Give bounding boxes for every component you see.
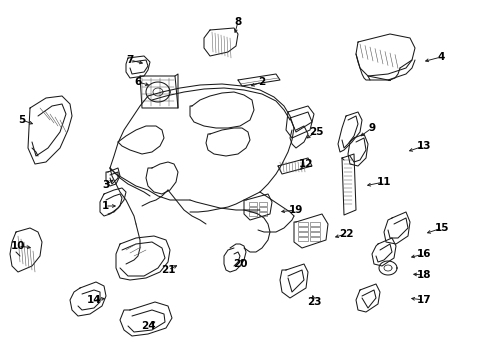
Text: 17: 17: [416, 295, 430, 305]
Text: 5: 5: [19, 115, 25, 125]
Bar: [248, 207, 257, 211]
Text: 21: 21: [161, 265, 175, 275]
Text: 4: 4: [436, 52, 444, 62]
Text: 19: 19: [288, 205, 303, 215]
Bar: [259, 202, 266, 206]
Bar: [248, 212, 257, 216]
Bar: [259, 207, 266, 211]
Text: 22: 22: [338, 229, 352, 239]
Bar: [297, 227, 307, 231]
Text: 1: 1: [101, 201, 108, 211]
Bar: [297, 232, 307, 236]
Text: 3: 3: [102, 180, 109, 190]
Bar: [248, 202, 257, 206]
Text: 6: 6: [134, 77, 142, 87]
Text: 23: 23: [306, 297, 321, 307]
Bar: [259, 212, 266, 216]
Text: 20: 20: [232, 259, 247, 269]
Text: 14: 14: [86, 295, 101, 305]
Text: 13: 13: [416, 141, 430, 151]
Bar: [309, 227, 319, 231]
Text: 24: 24: [141, 321, 155, 331]
Bar: [309, 237, 319, 241]
Text: 10: 10: [11, 241, 25, 251]
Bar: [309, 222, 319, 226]
Text: 7: 7: [126, 55, 133, 65]
Text: 8: 8: [234, 17, 241, 27]
Text: 9: 9: [367, 123, 375, 133]
Text: 25: 25: [308, 127, 323, 137]
Text: 2: 2: [258, 77, 265, 87]
Text: 15: 15: [434, 223, 448, 233]
Bar: [297, 222, 307, 226]
Text: 11: 11: [376, 177, 390, 187]
Bar: [309, 232, 319, 236]
Bar: [297, 237, 307, 241]
Text: 16: 16: [416, 249, 430, 259]
Text: 12: 12: [298, 159, 313, 169]
Text: 18: 18: [416, 270, 430, 280]
